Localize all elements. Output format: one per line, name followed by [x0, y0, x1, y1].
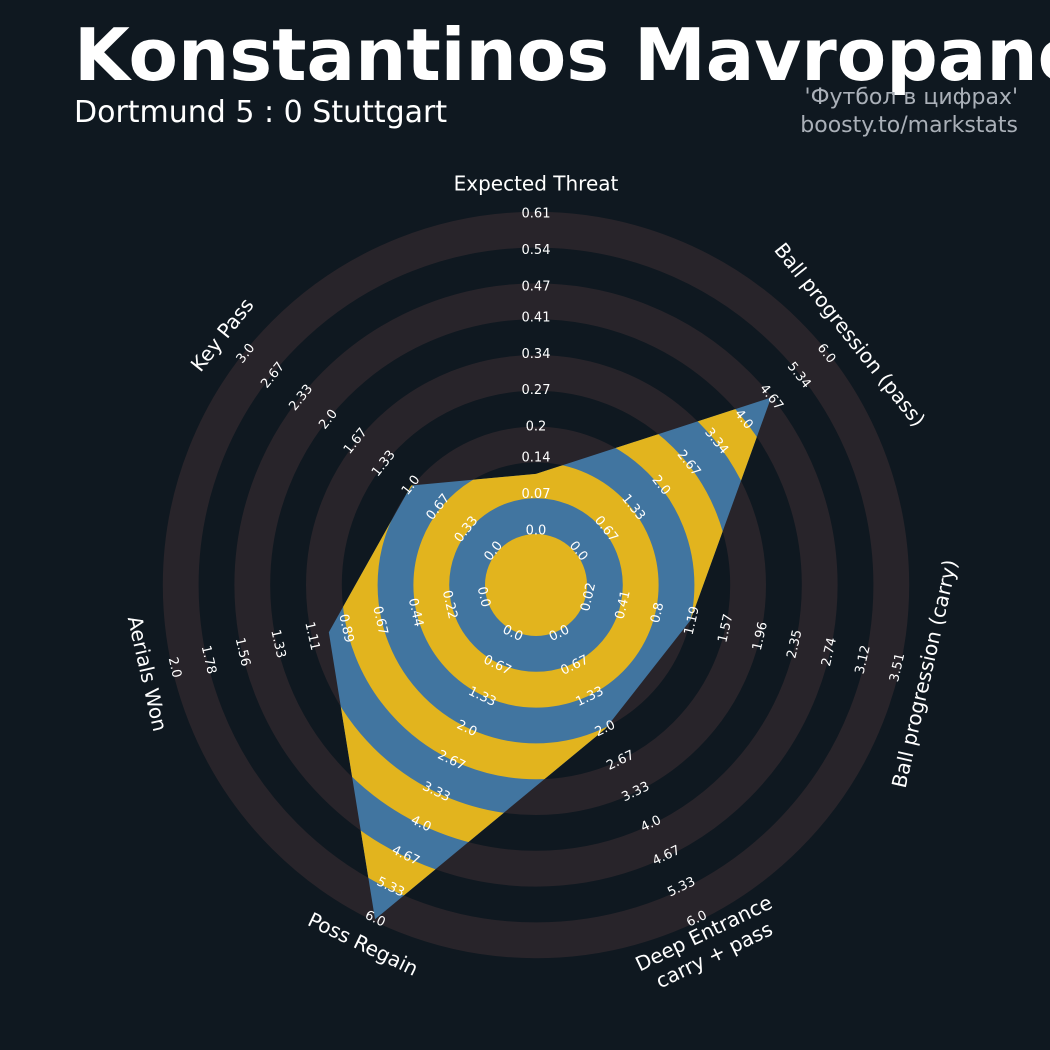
tick-label: 3.12: [853, 644, 874, 676]
ring: [162, 211, 910, 959]
tick-label: 0.47: [522, 279, 551, 294]
tick-label: 0.02: [578, 581, 599, 613]
tick-label: 0.0: [526, 524, 547, 539]
tick-label: 1.96: [750, 620, 771, 652]
tick-label: 2.74: [819, 636, 840, 668]
param-label-group: Expected Threat: [454, 172, 619, 196]
tick-label: 0.41: [613, 589, 634, 621]
tick-label: 0.61: [522, 207, 551, 222]
tick-label: 1.56: [232, 636, 253, 668]
tick-label: 0.44: [405, 597, 426, 629]
tick-label: 1.11: [301, 620, 322, 652]
tick-label: 0.2: [526, 420, 547, 435]
tick-label: 2.0: [165, 656, 184, 680]
tick-label: 0.0: [474, 585, 493, 609]
tick-label: 2.35: [784, 628, 805, 660]
tick-label: 0.89: [335, 613, 356, 645]
tick-label: 0.67: [369, 605, 390, 637]
credit: 'Футбол в цифрах': [805, 85, 1018, 110]
tick-label: 3.51: [887, 652, 908, 684]
band: [485, 534, 587, 636]
tick-label: 1.78: [198, 644, 219, 676]
chart-title: Konstantinos Mavropanos: [74, 13, 1050, 97]
credit: boosty.to/markstats: [800, 113, 1018, 138]
tick-label: 1.57: [715, 613, 736, 645]
tick-label: 1.33: [267, 628, 288, 660]
tick-label: 0.41: [522, 310, 551, 325]
tick-label: 0.34: [522, 347, 551, 362]
tick-label: 0.07: [522, 487, 551, 502]
param-label: Expected Threat: [454, 172, 619, 196]
tick-label: 0.54: [522, 243, 551, 258]
ring: [305, 354, 767, 816]
tick-label: 0.14: [522, 451, 551, 466]
tick-label: 0.22: [439, 589, 460, 621]
band: [413, 462, 659, 708]
tick-label: 1.19: [682, 605, 703, 637]
tick-label: 0.8: [648, 601, 667, 625]
tick-label: 0.27: [522, 383, 551, 398]
ring: [234, 283, 838, 887]
chart-subtitle: Dortmund 5 : 0 Stuttgart: [74, 95, 447, 130]
